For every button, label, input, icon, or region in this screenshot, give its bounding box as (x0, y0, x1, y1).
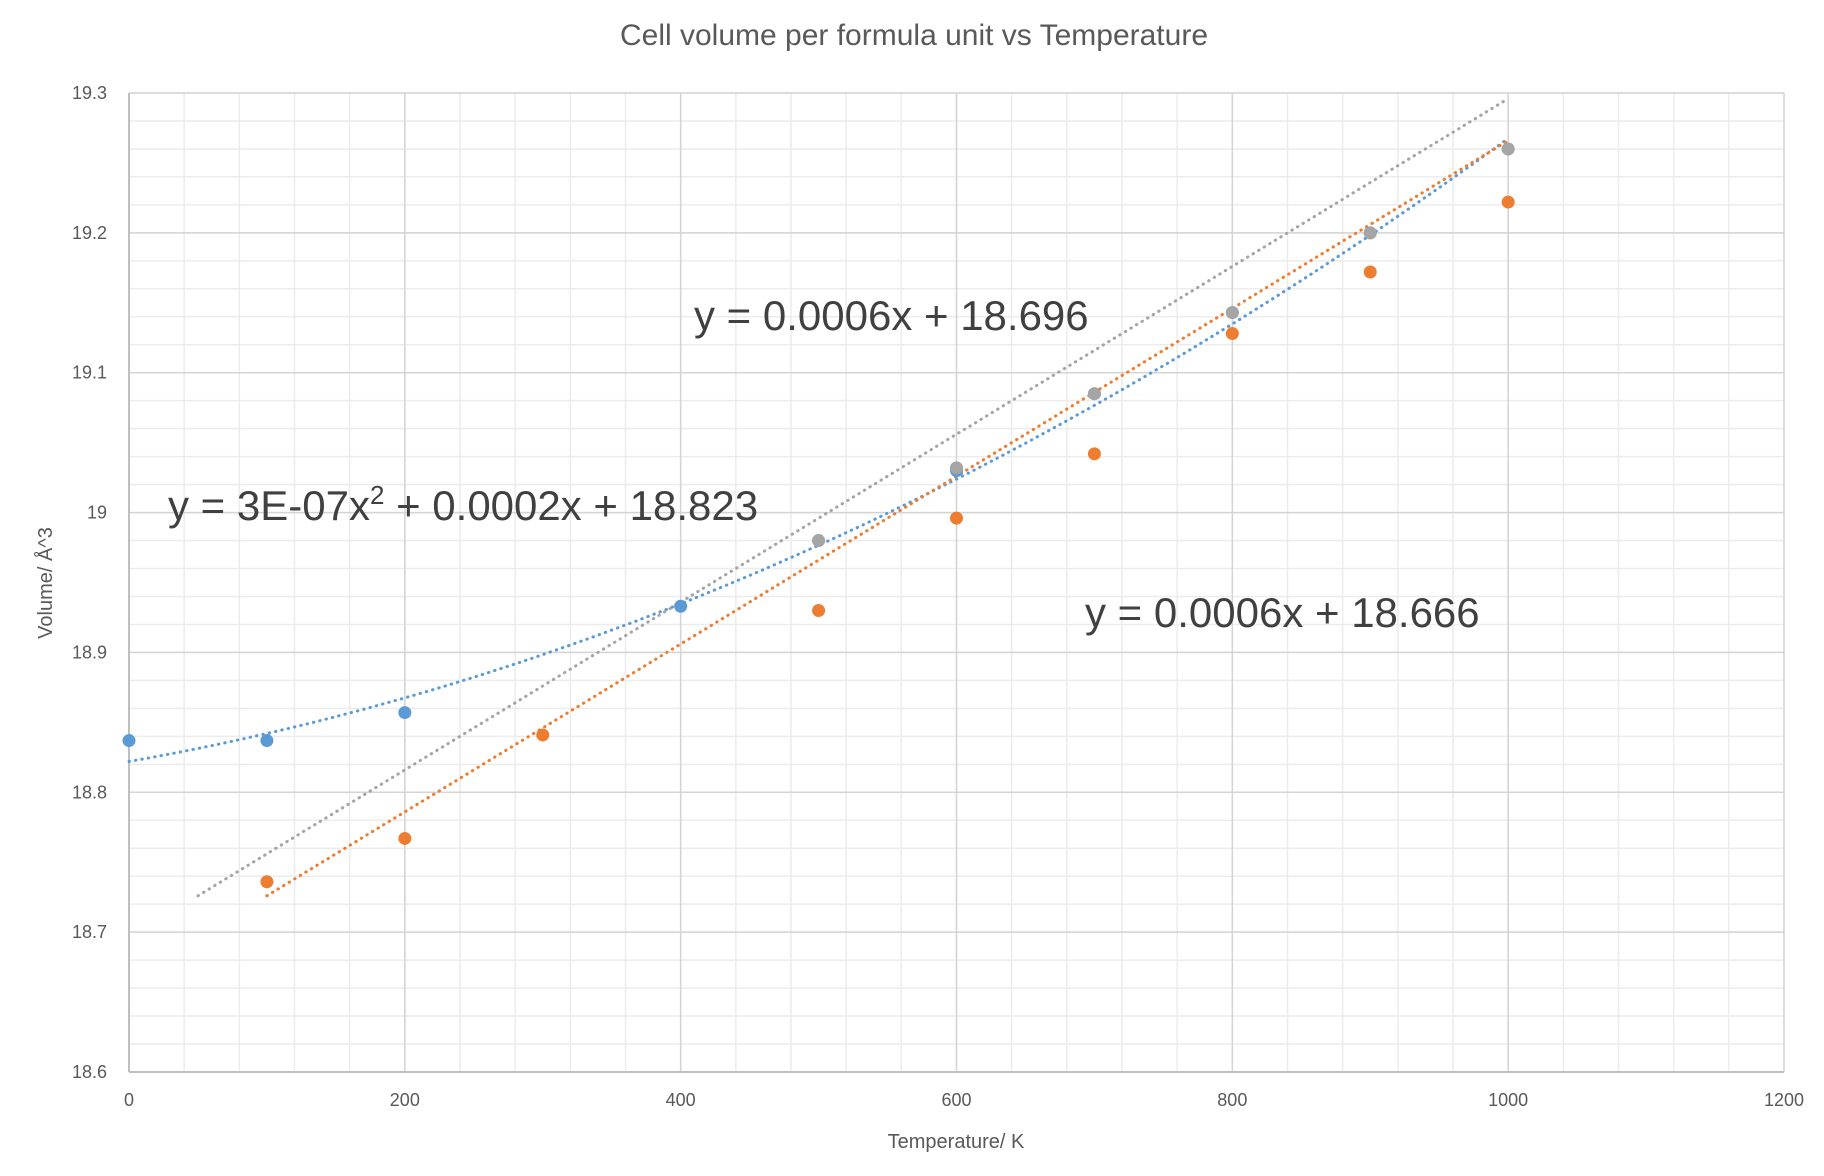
orange-data-point (812, 603, 826, 617)
gray-trendline (196, 97, 1510, 898)
gray-trend-equation: y = 0.0006x + 18.696 (694, 292, 1089, 339)
x-tick-label: 200 (390, 1090, 420, 1110)
orange-data-point (1225, 327, 1239, 341)
orange-data-point (398, 831, 412, 845)
blue-equation-rest: + 0.0002x + 18.823 (384, 482, 758, 529)
orange-trend-equation: y = 0.0006x + 18.666 (1085, 589, 1480, 636)
x-tick-label: 0 (124, 1090, 134, 1110)
y-axis-label: Volume/ Å^3 (34, 527, 57, 639)
gridlines (128, 92, 1785, 1073)
blue-data-point (260, 734, 274, 748)
orange-data-point (1363, 265, 1377, 279)
orange-data-point (1087, 447, 1101, 461)
blue-equation-main: y = 3E-07x (168, 482, 370, 529)
blue-equation-superscript: 2 (370, 480, 384, 510)
x-axis-label: Temperature/ K (888, 1131, 1025, 1153)
y-tick-label: 18.6 (72, 1062, 107, 1082)
orange-data-point (536, 728, 550, 742)
blue-trend-equation: y = 3E-07x2 + 0.0002x + 18.823 (168, 480, 758, 529)
blue-data-point (398, 706, 412, 720)
x-tick-label: 400 (666, 1090, 696, 1110)
data-points (122, 142, 1515, 889)
gray-data-point (1087, 387, 1101, 401)
y-tick-label: 18.9 (72, 642, 107, 662)
gray-data-point (1225, 306, 1239, 320)
y-tick-label: 19.1 (72, 363, 107, 383)
orange-data-point (260, 875, 274, 889)
orange-data-point (1501, 195, 1515, 209)
x-tick-label: 800 (1217, 1090, 1247, 1110)
y-tick-label: 19 (87, 503, 107, 523)
x-tick-label: 1200 (1764, 1090, 1804, 1110)
y-tick-label: 19.3 (72, 83, 107, 103)
blue-data-point (674, 599, 688, 613)
gray-data-point (950, 461, 963, 475)
blue-data-point (122, 734, 136, 748)
gray-data-point (1501, 142, 1515, 156)
blue-trendline (127, 137, 1510, 763)
x-tick-label: 600 (941, 1090, 971, 1110)
tick-labels: 0 200 400 600 800 1000 1200 18.6 18.7 18.8 18.9 19 1… (72, 83, 1804, 1110)
y-tick-label: 18.8 (72, 782, 107, 802)
x-tick-label: 1000 (1488, 1090, 1528, 1110)
orange-trendline (265, 139, 1510, 898)
y-tick-label: 18.7 (72, 922, 107, 942)
gray-data-point (812, 534, 826, 548)
trendlines (127, 97, 1510, 898)
chart-title: Cell volume per formula unit vs Temperat… (620, 19, 1208, 52)
gray-data-point (1363, 226, 1377, 240)
orange-data-point (950, 511, 963, 525)
y-tick-label: 19.2 (72, 223, 107, 243)
